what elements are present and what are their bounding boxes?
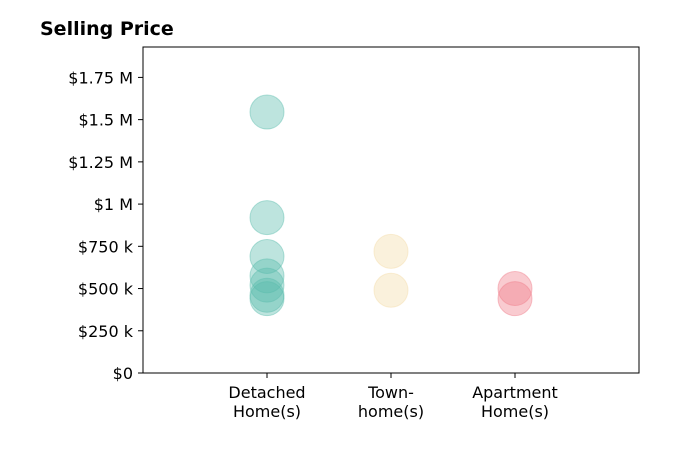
x-axis: DetachedHome(s)Town-home(s)ApartmentHome… — [228, 373, 558, 421]
y-tick-label: $1.5 M — [78, 111, 133, 130]
data-point — [249, 277, 285, 313]
data-point — [249, 281, 285, 317]
data-point — [249, 267, 285, 303]
data-point — [249, 238, 285, 274]
x-tick-label: Detached — [228, 383, 305, 402]
y-tick-label: $1 M — [94, 195, 133, 214]
data-point — [373, 272, 409, 308]
y-axis: $0 $250 k $500 k $750 k $1 M $1.25 M $1.5 M $1.… — [68, 68, 143, 383]
plot-frame — [142, 46, 640, 374]
y-tick-label: $500 k — [78, 280, 134, 299]
data-point — [497, 281, 533, 317]
y-tick-label: $1.25 M — [68, 153, 133, 172]
data-point — [249, 94, 285, 130]
y-tick-label: $0 — [113, 364, 133, 383]
x-tick-label: home(s) — [358, 402, 424, 421]
chart-title: Selling Price — [40, 18, 174, 40]
data-point — [249, 200, 285, 236]
data-point — [249, 258, 285, 294]
x-tick-label: Home(s) — [233, 402, 301, 421]
x-tick-label: Home(s) — [481, 402, 549, 421]
x-tick-label: Apartment — [472, 383, 558, 402]
y-tick-label: $1.75 M — [68, 68, 133, 87]
y-tick-label: $250 k — [78, 322, 134, 341]
y-tick-label: $750 k — [78, 237, 134, 256]
data-point — [373, 233, 409, 269]
data-points — [249, 94, 533, 317]
x-tick-label: Town- — [367, 383, 414, 402]
data-point — [497, 271, 533, 307]
